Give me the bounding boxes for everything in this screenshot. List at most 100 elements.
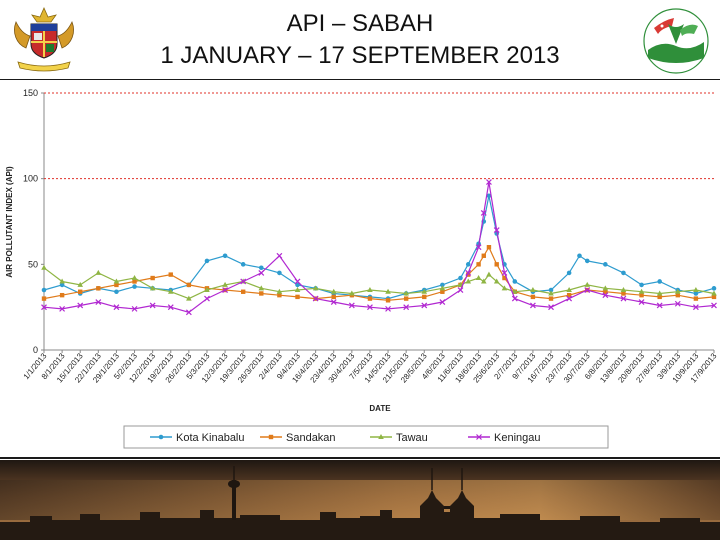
data-point bbox=[41, 296, 47, 301]
series-sandakan bbox=[41, 245, 717, 303]
data-point bbox=[620, 295, 627, 302]
data-point bbox=[312, 285, 319, 291]
legend-label: Tawau bbox=[396, 432, 428, 444]
y-tick-label: 50 bbox=[28, 259, 38, 269]
data-point bbox=[258, 285, 265, 291]
data-point bbox=[486, 245, 492, 250]
legend-label: Kota Kinabalu bbox=[176, 432, 245, 444]
data-point bbox=[421, 288, 428, 294]
api-line-chart: AIR POLLUTANT INDEX (API) DATE 0 50 100 150… bbox=[5, 88, 719, 449]
data-point bbox=[711, 302, 717, 309]
data-point bbox=[675, 292, 680, 298]
y-axis-label: AIR POLLUTANT INDEX (API) bbox=[5, 166, 14, 278]
data-point bbox=[403, 296, 409, 301]
data-point bbox=[457, 287, 464, 293]
data-point bbox=[439, 285, 446, 291]
data-point bbox=[657, 279, 662, 284]
data-point bbox=[330, 288, 337, 294]
legend-item: Sandakan bbox=[260, 432, 336, 444]
data-point bbox=[422, 294, 427, 300]
data-point bbox=[566, 270, 572, 276]
data-point bbox=[638, 288, 645, 294]
data-point bbox=[367, 296, 373, 301]
data-point bbox=[95, 269, 102, 275]
data-point bbox=[620, 287, 627, 293]
legend-marker bbox=[268, 434, 274, 440]
data-point bbox=[385, 298, 391, 303]
legend-box bbox=[123, 425, 609, 449]
data-point bbox=[276, 288, 283, 294]
data-point bbox=[185, 309, 192, 316]
data-point bbox=[294, 278, 301, 285]
header-divider bbox=[0, 79, 720, 80]
data-point bbox=[439, 299, 446, 305]
data-point bbox=[168, 272, 173, 277]
data-point bbox=[602, 285, 609, 291]
y-tick-label: 100 bbox=[23, 174, 38, 184]
data-point bbox=[603, 262, 608, 267]
data-point bbox=[385, 305, 391, 312]
data-point bbox=[41, 304, 47, 311]
data-point bbox=[638, 299, 645, 305]
data-point bbox=[711, 294, 717, 300]
data-point bbox=[475, 275, 482, 281]
data-point bbox=[692, 304, 699, 311]
data-point bbox=[421, 302, 428, 309]
data-point bbox=[204, 287, 210, 293]
chart-subtitle: 1 JANUARY – 17 SEPTEMBER 2013 bbox=[160, 42, 560, 69]
data-point bbox=[494, 262, 499, 267]
data-point bbox=[132, 284, 137, 289]
data-point bbox=[403, 290, 409, 296]
data-point bbox=[114, 289, 119, 295]
data-point bbox=[222, 287, 229, 293]
data-point bbox=[167, 288, 174, 294]
data-point bbox=[656, 302, 663, 309]
data-point bbox=[240, 278, 247, 285]
data-point bbox=[131, 275, 138, 281]
data-point bbox=[186, 282, 192, 288]
data-point bbox=[486, 179, 492, 186]
data-point bbox=[529, 302, 536, 309]
data-point bbox=[639, 282, 644, 288]
data-point bbox=[149, 302, 156, 309]
data-point bbox=[78, 289, 83, 294]
data-point bbox=[259, 291, 264, 296]
data-point bbox=[693, 287, 699, 293]
data-point bbox=[385, 288, 391, 294]
series-line bbox=[43, 245, 715, 301]
data-point bbox=[674, 300, 681, 307]
series-line bbox=[43, 182, 715, 313]
legend-item: Kota Kinabalu bbox=[150, 432, 245, 444]
data-point bbox=[657, 294, 662, 300]
data-point bbox=[331, 294, 336, 300]
data-point bbox=[440, 282, 445, 288]
data-point bbox=[95, 299, 102, 305]
data-point bbox=[621, 270, 626, 276]
data-point bbox=[59, 305, 66, 312]
legend-item: Keningau bbox=[468, 432, 541, 444]
series-line bbox=[43, 267, 715, 300]
data-point bbox=[693, 296, 699, 301]
data-point bbox=[512, 288, 518, 294]
data-point bbox=[403, 304, 410, 311]
data-point bbox=[132, 279, 137, 284]
data-point bbox=[149, 285, 156, 291]
data-point bbox=[348, 302, 355, 309]
data-point bbox=[493, 278, 500, 284]
data-point bbox=[240, 262, 246, 267]
data-point bbox=[501, 285, 508, 291]
data-point bbox=[367, 287, 373, 293]
legend-marker bbox=[158, 434, 164, 440]
data-point bbox=[41, 287, 47, 293]
data-point bbox=[240, 289, 246, 294]
data-point bbox=[511, 295, 518, 302]
data-point bbox=[312, 295, 319, 302]
data-point bbox=[639, 292, 644, 298]
x-axis-label: DATE bbox=[369, 404, 391, 413]
data-point bbox=[258, 265, 264, 271]
data-point bbox=[512, 279, 518, 284]
data-point bbox=[465, 269, 472, 276]
legend-marker bbox=[476, 434, 482, 440]
data-point bbox=[577, 253, 582, 259]
data-point bbox=[481, 253, 486, 258]
